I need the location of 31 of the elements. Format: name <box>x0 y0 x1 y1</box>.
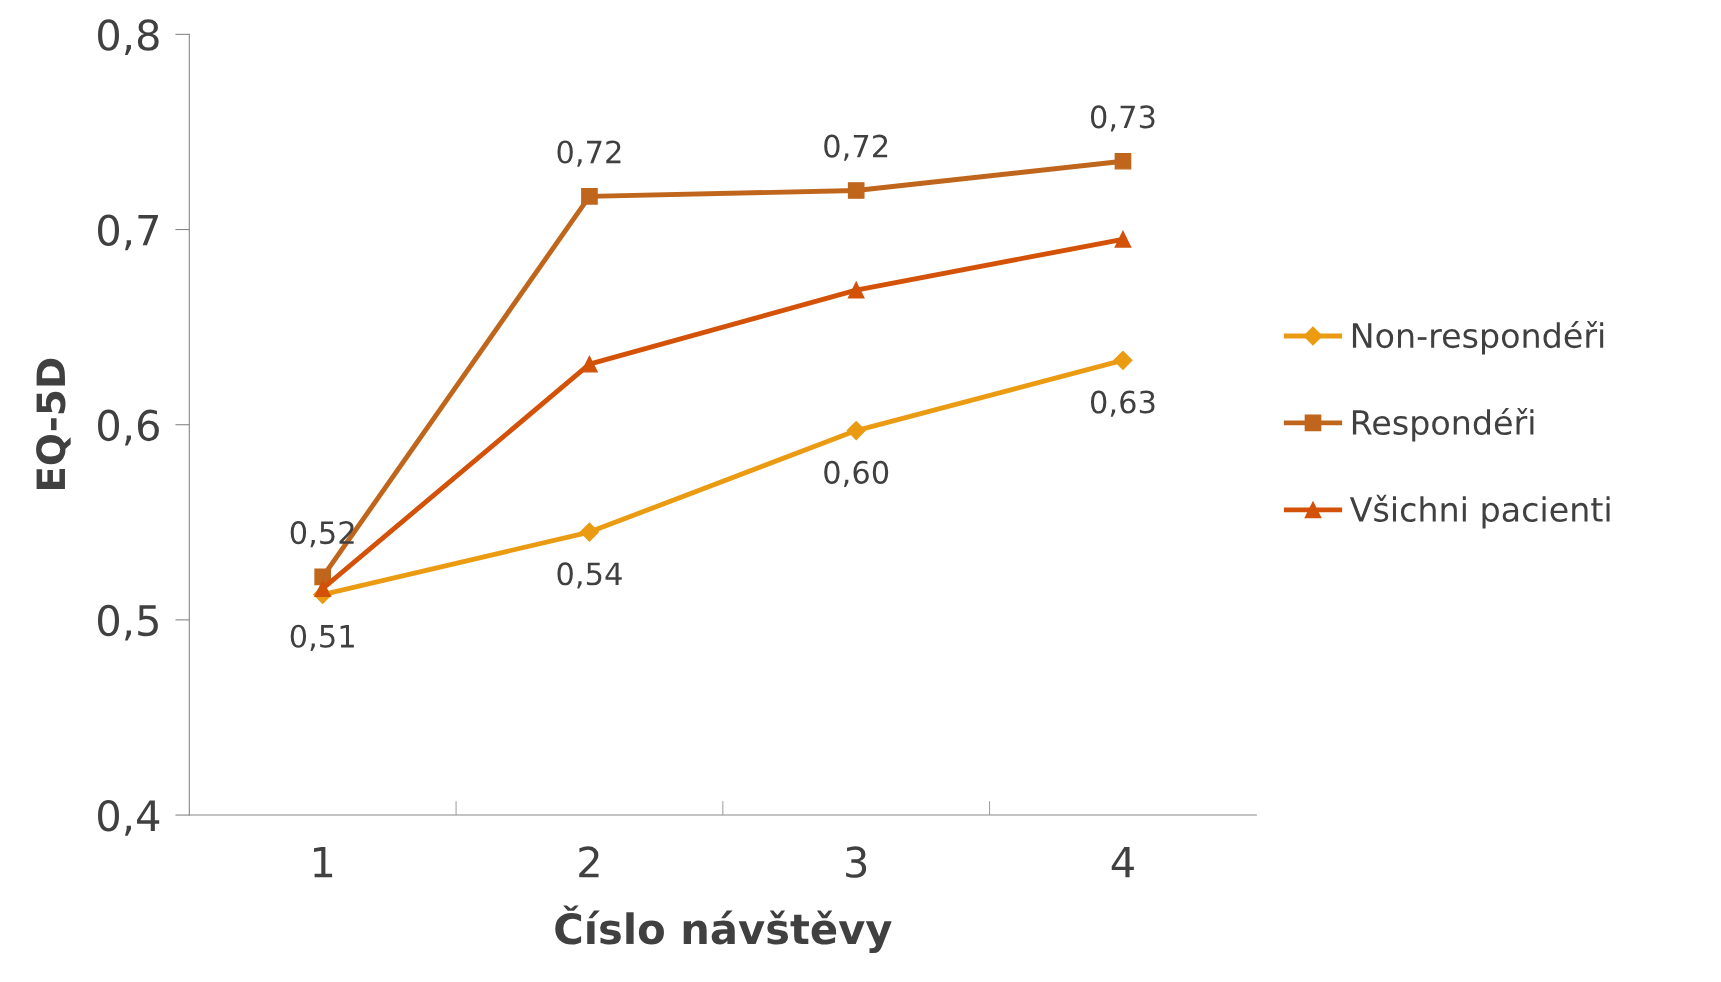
y-tick-label: 0,6 <box>98 409 159 446</box>
legend-label: Všichni pacienti <box>1349 494 1610 529</box>
data-label: 0,63 <box>1090 390 1155 417</box>
data-label: 0,51 <box>290 624 354 651</box>
legend-label: Non-respondéři <box>1352 320 1604 355</box>
y-tick-label: 0,4 <box>98 799 160 836</box>
point <box>1114 152 1132 170</box>
point <box>314 580 332 597</box>
data-label: 0,72 <box>557 140 621 167</box>
legend-label: Respondéři <box>1352 407 1534 442</box>
y-axis-title: EQ-5D <box>36 358 71 490</box>
data-label: 0,72 <box>824 134 888 161</box>
point <box>847 281 865 299</box>
x-tick-label: 2 <box>579 846 599 878</box>
point <box>1113 350 1133 370</box>
y-tick-label: 0,5 <box>98 604 158 641</box>
data-label: 0,73 <box>1090 105 1155 132</box>
point <box>1114 230 1132 248</box>
data-label: 0,54 <box>557 562 622 589</box>
x-tick-label: 4 <box>1111 846 1134 878</box>
data-label: 0,60 <box>824 460 889 487</box>
y-tick-label: 0,7 <box>98 214 158 251</box>
point <box>579 522 599 542</box>
x-tick-label: 1 <box>314 846 333 878</box>
point <box>581 355 598 373</box>
y-tick-label: 0,8 <box>98 19 159 56</box>
point <box>581 188 598 205</box>
x-tick-label: 3 <box>846 846 867 878</box>
point <box>847 182 865 199</box>
point <box>846 421 866 441</box>
x-axis-title: Číslo návštěvy <box>555 905 892 953</box>
